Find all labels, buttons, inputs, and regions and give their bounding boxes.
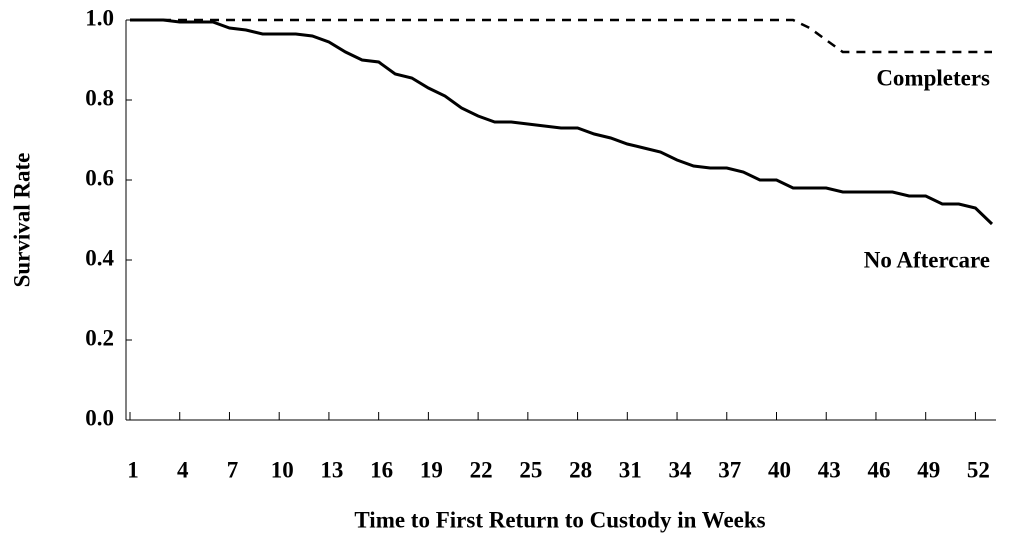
line-series (130, 18, 992, 54)
x-tick-label: 25 (519, 457, 542, 482)
x-tick-label: 7 (227, 457, 239, 482)
x-tick-label: 13 (320, 457, 343, 482)
x-tick-label: 10 (271, 457, 294, 482)
x-tick-label: 52 (967, 457, 990, 482)
x-axis-label: Time to First Return to Custody in Weeks (354, 507, 765, 532)
y-tick-label: 0.2 (85, 325, 114, 350)
line-series (130, 18, 994, 226)
y-axis-label: Survival Rate (9, 153, 34, 288)
y-tick-label: 0.0 (85, 405, 114, 430)
x-tick-label: 28 (569, 457, 592, 482)
y-tick-label: 1.0 (85, 5, 114, 30)
x-tick-label: 1 (127, 457, 139, 482)
x-tick-label: 46 (867, 457, 890, 482)
x-tick-label: 31 (619, 457, 642, 482)
x-tick-label: 49 (917, 457, 940, 482)
x-tick-label: 34 (669, 457, 693, 482)
y-tick-label: 0.8 (85, 85, 114, 110)
x-tick-label: 19 (420, 457, 443, 482)
x-tick-label: 22 (470, 457, 493, 482)
y-tick-label: 0.6 (85, 165, 114, 190)
y-tick-label: 0.4 (85, 245, 114, 270)
x-tick-label: 43 (818, 457, 841, 482)
x-tick-label: 37 (718, 457, 741, 482)
x-tick-label: 40 (768, 457, 791, 482)
series-label: Completers (876, 65, 990, 90)
series-label: No Aftercare (864, 247, 990, 272)
x-tick-label: 16 (370, 457, 393, 482)
x-tick-label: 4 (177, 457, 189, 482)
